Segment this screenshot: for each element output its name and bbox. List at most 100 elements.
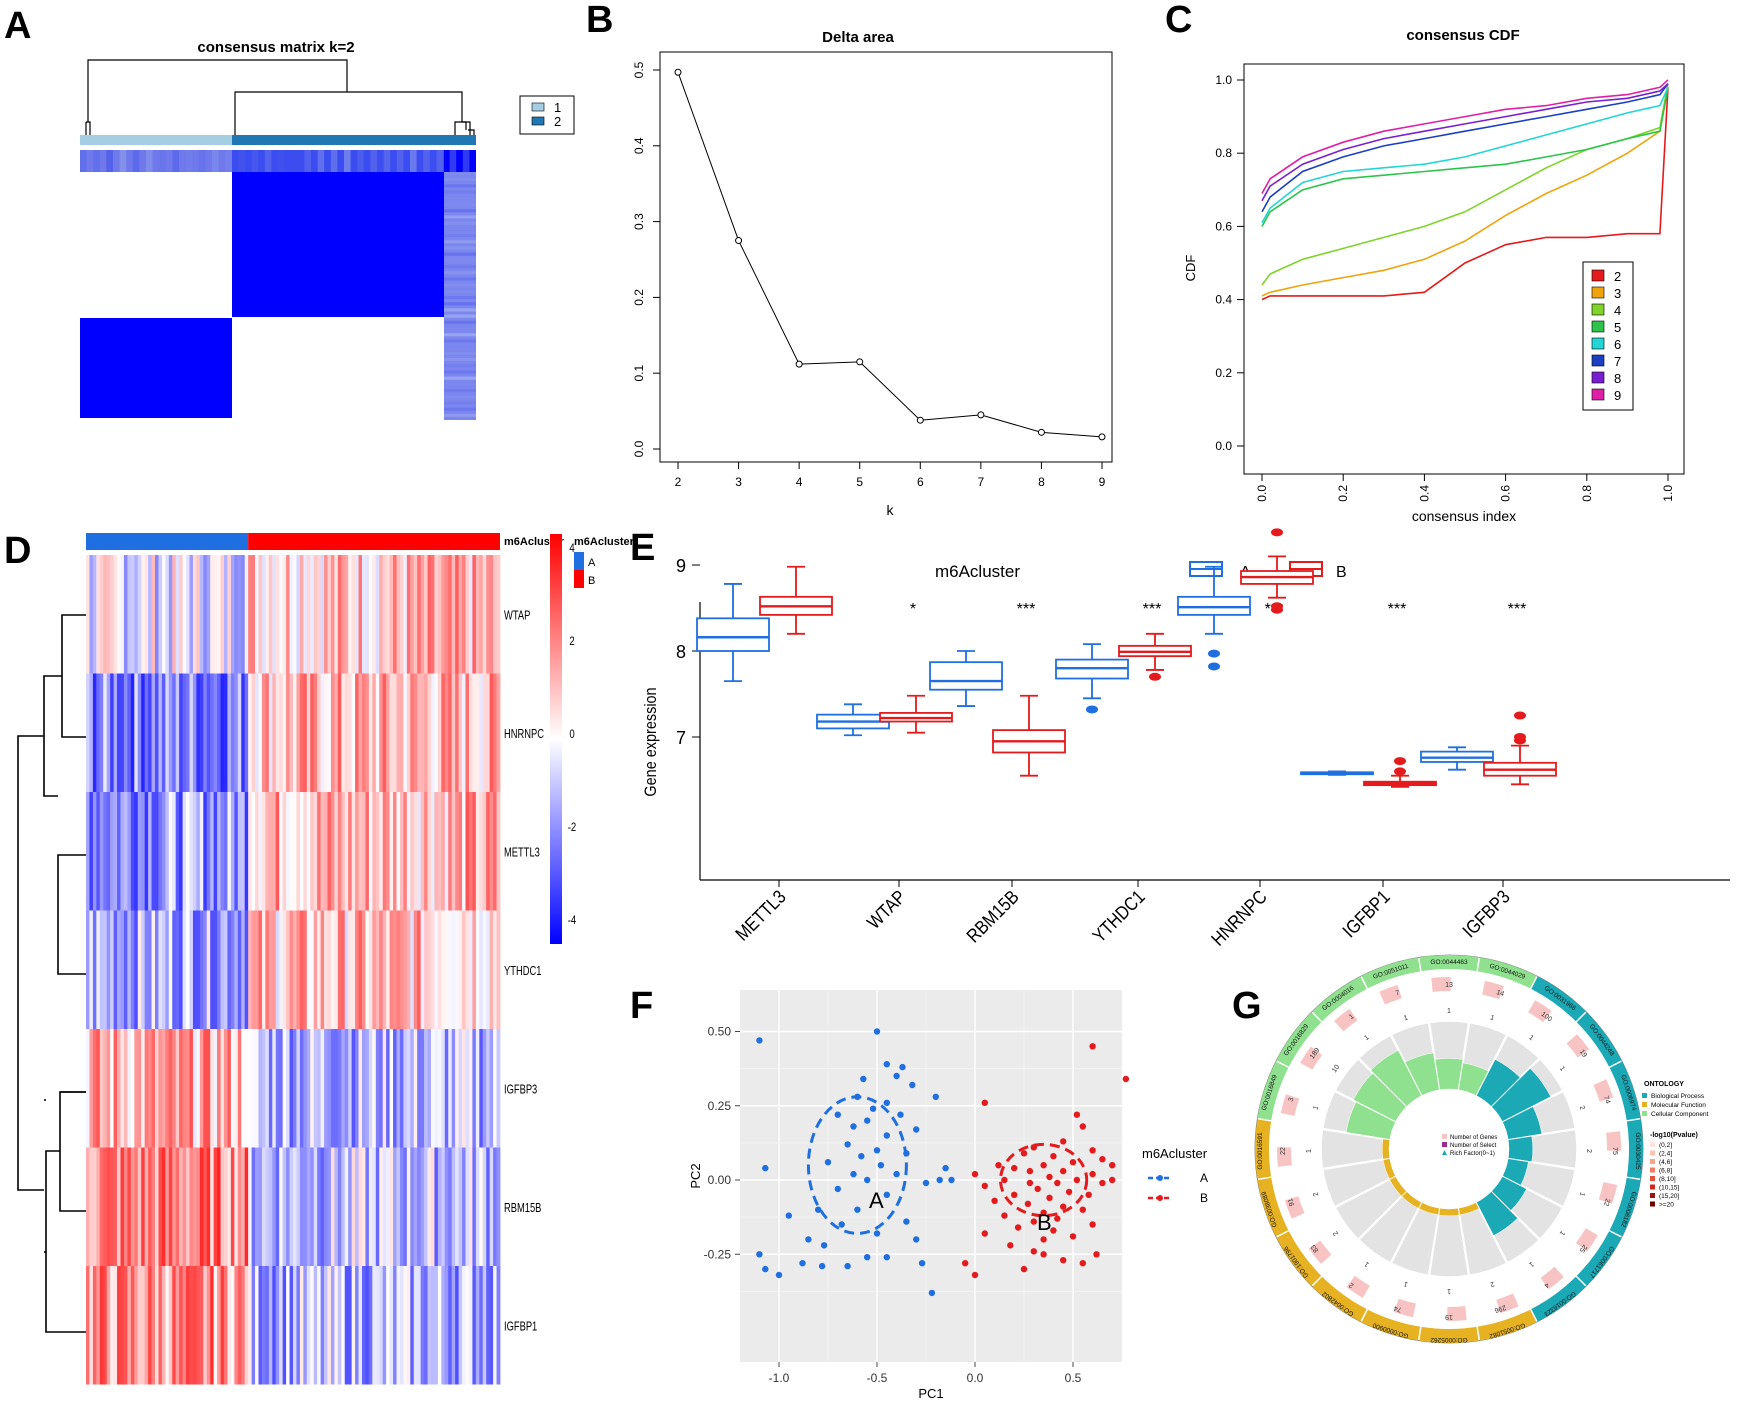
- heatmap-cell: [465, 1029, 470, 1148]
- heatmap-cell: [455, 555, 459, 674]
- heatmap-cell: [362, 792, 366, 911]
- heatmap-cell: [210, 1266, 215, 1385]
- heatmap-cell: [179, 910, 183, 1029]
- heatmap-cell: [393, 1266, 397, 1385]
- heatmap-stripe: [159, 150, 166, 172]
- heatmap-cell: [320, 910, 325, 1029]
- heatmap-cell: [255, 910, 259, 1029]
- heatmap-cell: [389, 555, 394, 674]
- heatmap-cell: [203, 910, 208, 1029]
- heatmap-cell: [344, 1029, 349, 1148]
- heatmap-cell: [368, 1147, 373, 1266]
- scatter-point-B: [1069, 1233, 1077, 1240]
- heatmap-cell: [206, 792, 211, 911]
- panel-e-legend-key-a: [1189, 561, 1223, 577]
- heatmap-cell: [403, 910, 408, 1029]
- heatmap-cell: [441, 1266, 446, 1385]
- heatmap-cell: [96, 1266, 101, 1385]
- heatmap-cell: [206, 1266, 211, 1385]
- scatter-point-B: [1065, 1188, 1073, 1196]
- x-tick-label: 0.0: [967, 1371, 984, 1385]
- heatmap-cell: [110, 673, 114, 792]
- heatmap-cell: [468, 910, 473, 1029]
- heatmap-cell: [341, 1147, 346, 1266]
- x-tick-label-rbm15b: RBM15B: [962, 886, 1023, 947]
- legend-label-k7: 7: [1614, 354, 1621, 369]
- heatmap-cell: [444, 555, 449, 674]
- panel-g-inner-legend-select: Number of Select: [1450, 1143, 1497, 1149]
- pvalue-swatch: [1650, 1150, 1655, 1156]
- heatmap-cell: [172, 1029, 177, 1148]
- gene-count-label: 74: [1393, 1304, 1403, 1313]
- ontology-label: Molecular Function: [1651, 1102, 1706, 1109]
- heatmap-cell: [217, 1147, 221, 1266]
- heatmap-cell: [306, 555, 311, 674]
- heatmap-cell: [244, 673, 249, 792]
- heatmap-cell: [182, 1029, 187, 1148]
- heatmap-cell: [286, 910, 290, 1029]
- heatmap-cell: [475, 910, 480, 1029]
- heatmap-cell: [458, 673, 463, 792]
- box-outlier: [1271, 528, 1283, 537]
- scatter-point-A: [838, 1221, 845, 1228]
- scale-tick-label: 0: [569, 728, 574, 741]
- heatmap-cell: [217, 555, 221, 674]
- scatter-point-A: [844, 1141, 851, 1148]
- panel-f-points: [756, 1028, 1130, 1297]
- heatmap-cell: [486, 1147, 491, 1266]
- heatmap-cell: [106, 910, 111, 1029]
- heatmap-cell: [451, 555, 456, 674]
- go-term-segment: [1361, 957, 1421, 989]
- heatmap-cell: [341, 1266, 346, 1385]
- heatmap-cell: [424, 1147, 428, 1266]
- heatmap-cell: [120, 910, 125, 1029]
- heatmap-cell: [123, 1029, 128, 1148]
- heatmap-cell: [144, 1147, 149, 1266]
- heatmap-cell: [113, 1147, 118, 1266]
- panel-label-f: F: [630, 985, 653, 1027]
- scatter-point-A: [869, 1105, 877, 1112]
- heatmap-cell: [317, 1147, 321, 1266]
- pvalue-label: (0,2]: [1659, 1142, 1672, 1149]
- go-term-segment: [1477, 957, 1537, 989]
- heatmap-cell: [151, 910, 156, 1029]
- go-term-label: GO:0016591: [1257, 1132, 1264, 1170]
- scatter-point-B: [1011, 1191, 1018, 1199]
- heatmap-cell: [372, 1266, 377, 1385]
- heatmap-cell: [382, 792, 387, 911]
- heatmap-cell: [458, 792, 463, 911]
- heatmap-cell: [230, 555, 235, 674]
- scatter-point-B: [1089, 1043, 1096, 1050]
- heatmap-cell: [479, 1029, 484, 1148]
- heatmap-cell: [306, 673, 311, 792]
- heatmap-cell: [92, 1266, 97, 1385]
- heatmap-cell: [234, 1147, 239, 1266]
- heatmap-cell: [134, 792, 139, 911]
- heatmap-stripe: [212, 150, 219, 172]
- box-outlier: [1514, 733, 1526, 741]
- heatmap-cell: [396, 555, 401, 674]
- heatmap-cell: [320, 1266, 325, 1385]
- heatmap-cell: [165, 555, 170, 674]
- heatmap-cell: [192, 910, 197, 1029]
- rich-factor-bar: [1345, 1101, 1396, 1140]
- heatmap-cell: [358, 792, 363, 911]
- heatmap-cell: [413, 555, 418, 674]
- heatmap-cell: [493, 1266, 497, 1385]
- gene-label-ythdc1: YTHDC1: [504, 964, 541, 978]
- y-tick-label: 0.2: [632, 289, 646, 306]
- heatmap-cell: [220, 1266, 225, 1385]
- scatter-point-B: [1034, 1185, 1041, 1193]
- heatmap-cell: [151, 1029, 156, 1148]
- heatmap-cell: [182, 673, 187, 792]
- scatter-point-A: [834, 1185, 841, 1193]
- heatmap-cell: [86, 555, 90, 674]
- heatmap-cell: [382, 1029, 387, 1148]
- heatmap-cell: [427, 792, 432, 911]
- heatmap-cell: [406, 1147, 411, 1266]
- heatmap-cell: [486, 673, 491, 792]
- heatmap-cell: [324, 1147, 328, 1266]
- heatmap-cell: [230, 673, 235, 792]
- heatmap-cell: [468, 1029, 473, 1148]
- heatmap-cell: [348, 1266, 353, 1385]
